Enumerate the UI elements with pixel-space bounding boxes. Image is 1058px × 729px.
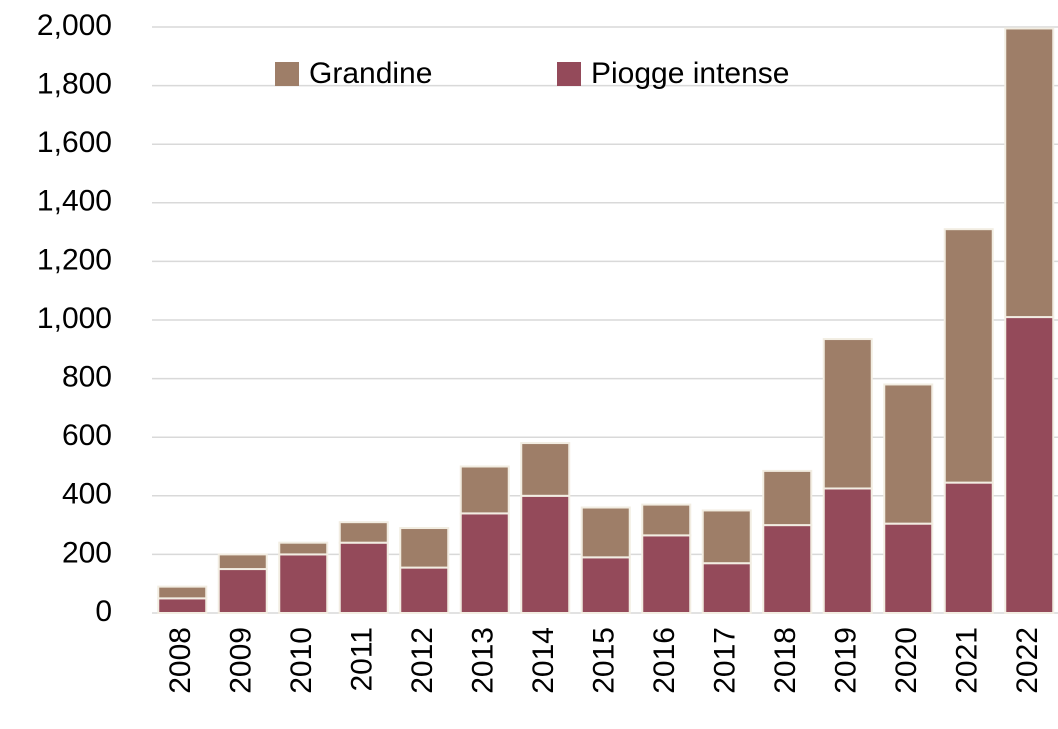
y-tick-label: 600 <box>62 419 112 452</box>
bar-segment <box>701 509 752 565</box>
bar-segment <box>762 469 813 527</box>
x-tick-label: 2012 <box>406 627 439 694</box>
bar-segment <box>217 553 268 571</box>
bar-segment <box>883 383 934 525</box>
x-tick-label: 2010 <box>285 627 318 694</box>
y-tick-label: 1,000 <box>37 302 112 335</box>
bar-segment <box>278 541 329 556</box>
bar-segment <box>399 566 450 615</box>
y-tick-label: 800 <box>62 361 112 394</box>
legend-swatch <box>557 62 581 86</box>
y-tick-label: 2,000 <box>37 9 112 42</box>
bar-segment <box>580 506 631 559</box>
x-tick-label: 2015 <box>588 627 621 694</box>
legend-label: Piogge intense <box>591 57 790 90</box>
x-tick-label: 2018 <box>769 627 802 694</box>
bar-segment <box>157 597 208 614</box>
x-tick-label: 2016 <box>648 627 681 694</box>
x-tick-label: 2011 <box>346 627 379 692</box>
bar-segment <box>338 521 389 544</box>
y-tick-label: 1,200 <box>37 243 112 276</box>
legend-swatch <box>275 62 299 86</box>
bar-segment <box>580 556 631 615</box>
bar-segment <box>641 503 692 537</box>
y-tick-label: 1,600 <box>37 126 112 159</box>
bar-segment <box>157 585 208 600</box>
bar-segment <box>217 568 268 614</box>
bar-segment <box>701 562 752 615</box>
bar-segment <box>1004 316 1055 614</box>
bar-segment <box>1004 27 1055 319</box>
y-tick-label: 400 <box>62 478 112 511</box>
x-tick-label: 2020 <box>890 627 923 694</box>
legend-label: Grandine <box>309 57 432 90</box>
bar-segment <box>459 465 510 515</box>
x-tick-label: 2009 <box>225 627 258 694</box>
x-tick-label: 2017 <box>709 627 742 694</box>
x-tick-label: 2008 <box>164 627 197 694</box>
bar-segment <box>943 228 994 484</box>
bar-segment <box>822 487 873 615</box>
y-tick-label: 200 <box>62 536 112 569</box>
x-tick-label: 2019 <box>830 627 863 694</box>
bar-segment <box>943 481 994 614</box>
x-tick-label: 2013 <box>467 627 500 694</box>
y-tick-label: 1,800 <box>37 68 112 101</box>
x-tick-label: 2021 <box>951 627 984 694</box>
x-tick-label: 2022 <box>1011 627 1044 694</box>
y-tick-label: 0 <box>95 595 112 628</box>
bar-segment <box>459 512 510 615</box>
bar-segment <box>883 522 934 615</box>
x-tick-label: 2014 <box>527 627 560 694</box>
bar-segment <box>278 553 329 615</box>
bar-segment <box>822 338 873 490</box>
bar-segment <box>762 524 813 614</box>
bar-segment <box>520 442 571 497</box>
bar-segment <box>399 527 450 569</box>
bar-segment <box>338 541 389 614</box>
bar-segment <box>641 534 692 614</box>
bar-segment <box>520 494 571 614</box>
y-tick-label: 1,400 <box>37 185 112 218</box>
